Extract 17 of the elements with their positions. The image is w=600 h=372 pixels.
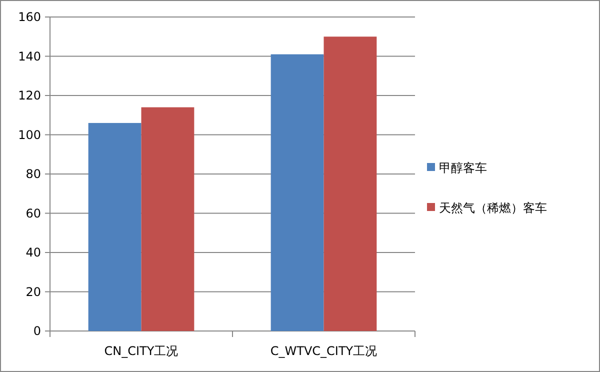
y-tick-label: 160 <box>18 10 41 24</box>
y-tick-label: 40 <box>26 246 41 260</box>
bar <box>88 122 142 331</box>
x-tick-label: C_WTVC_CITY工况 <box>270 344 378 358</box>
y-tick-label: 60 <box>26 206 41 220</box>
bar <box>324 36 377 331</box>
legend-label: 天然气（稀燃）客车 <box>439 201 547 215</box>
y-tick-label: 140 <box>18 49 41 64</box>
y-tick-label: 100 <box>18 128 41 142</box>
y-tick-label: 20 <box>26 284 41 299</box>
x-tick-label: CN_CITY工况 <box>104 344 178 358</box>
y-tick-label: 80 <box>26 167 41 181</box>
y-tick-label: 120 <box>18 88 41 102</box>
bar <box>141 107 194 331</box>
legend-label: 甲醇客车 <box>439 161 487 175</box>
y-tick-label: 0 <box>33 324 41 338</box>
bar <box>270 54 324 331</box>
